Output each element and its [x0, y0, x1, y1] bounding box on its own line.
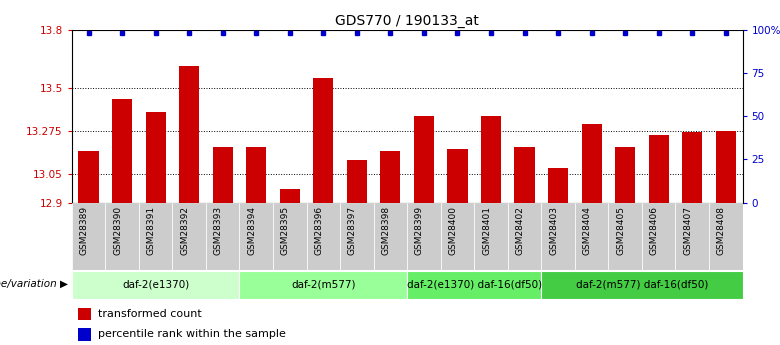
Bar — [139, 203, 172, 270]
Bar — [448, 149, 467, 203]
Bar — [239, 203, 273, 270]
Text: GSM28407: GSM28407 — [683, 206, 693, 255]
Bar — [649, 136, 668, 203]
Bar — [541, 271, 743, 299]
Text: transformed count: transformed count — [98, 309, 201, 319]
Bar — [642, 203, 675, 270]
Text: GSM28390: GSM28390 — [113, 206, 122, 255]
Bar — [615, 147, 635, 203]
Text: GSM28404: GSM28404 — [583, 206, 591, 255]
Text: GSM28400: GSM28400 — [448, 206, 457, 255]
Text: GSM28393: GSM28393 — [214, 206, 223, 255]
Bar — [72, 203, 105, 270]
Bar — [441, 203, 474, 270]
Bar — [608, 203, 642, 270]
Bar — [575, 203, 608, 270]
Bar — [541, 203, 575, 270]
Text: GSM28396: GSM28396 — [314, 206, 323, 255]
Text: daf-2(m577): daf-2(m577) — [291, 279, 356, 289]
Bar — [675, 203, 709, 270]
Bar — [246, 147, 266, 203]
Bar — [206, 203, 239, 270]
Text: GSM28392: GSM28392 — [180, 206, 189, 255]
Bar — [374, 203, 407, 270]
Bar — [179, 67, 199, 203]
Bar — [146, 112, 165, 203]
Bar — [508, 203, 541, 270]
Bar — [716, 131, 736, 203]
Text: GSM28405: GSM28405 — [616, 206, 626, 255]
Title: GDS770 / 190133_at: GDS770 / 190133_at — [335, 13, 479, 28]
Text: GSM28391: GSM28391 — [147, 206, 156, 255]
Bar — [474, 203, 508, 270]
Bar — [307, 203, 340, 270]
Text: GSM28395: GSM28395 — [281, 206, 290, 255]
Text: daf-2(e1370): daf-2(e1370) — [122, 279, 190, 289]
Bar — [682, 131, 702, 203]
Text: daf-2(m577) daf-16(df50): daf-2(m577) daf-16(df50) — [576, 279, 708, 289]
Text: GSM28403: GSM28403 — [549, 206, 558, 255]
Text: GSM28394: GSM28394 — [247, 206, 256, 255]
Bar — [273, 203, 307, 270]
Bar — [481, 116, 501, 203]
Text: GSM28401: GSM28401 — [482, 206, 491, 255]
Bar — [515, 147, 534, 203]
Text: GSM28406: GSM28406 — [650, 206, 658, 255]
Bar — [414, 116, 434, 203]
Text: daf-2(e1370) daf-16(df50): daf-2(e1370) daf-16(df50) — [406, 279, 542, 289]
Bar — [407, 203, 441, 270]
Text: GSM28399: GSM28399 — [415, 206, 424, 255]
Text: GSM28402: GSM28402 — [516, 206, 525, 255]
Text: percentile rank within the sample: percentile rank within the sample — [98, 329, 285, 339]
Bar — [709, 203, 743, 270]
Bar — [381, 151, 400, 203]
Text: GSM28397: GSM28397 — [348, 206, 357, 255]
Bar — [347, 160, 367, 203]
Bar — [79, 308, 91, 320]
Bar — [407, 271, 541, 299]
Bar — [213, 147, 232, 203]
Bar — [340, 203, 374, 270]
Bar — [172, 203, 206, 270]
Bar — [280, 189, 300, 203]
Bar — [72, 271, 239, 299]
Bar — [548, 168, 568, 203]
Bar — [314, 78, 333, 203]
Bar — [79, 151, 98, 203]
Text: GSM28398: GSM28398 — [381, 206, 390, 255]
Bar — [112, 99, 132, 203]
Bar — [582, 124, 601, 203]
Text: genotype/variation ▶: genotype/variation ▶ — [0, 279, 68, 289]
Bar — [79, 328, 91, 341]
Bar — [105, 203, 139, 270]
Text: GSM28408: GSM28408 — [717, 206, 725, 255]
Bar — [239, 271, 407, 299]
Text: GSM28389: GSM28389 — [80, 206, 89, 255]
